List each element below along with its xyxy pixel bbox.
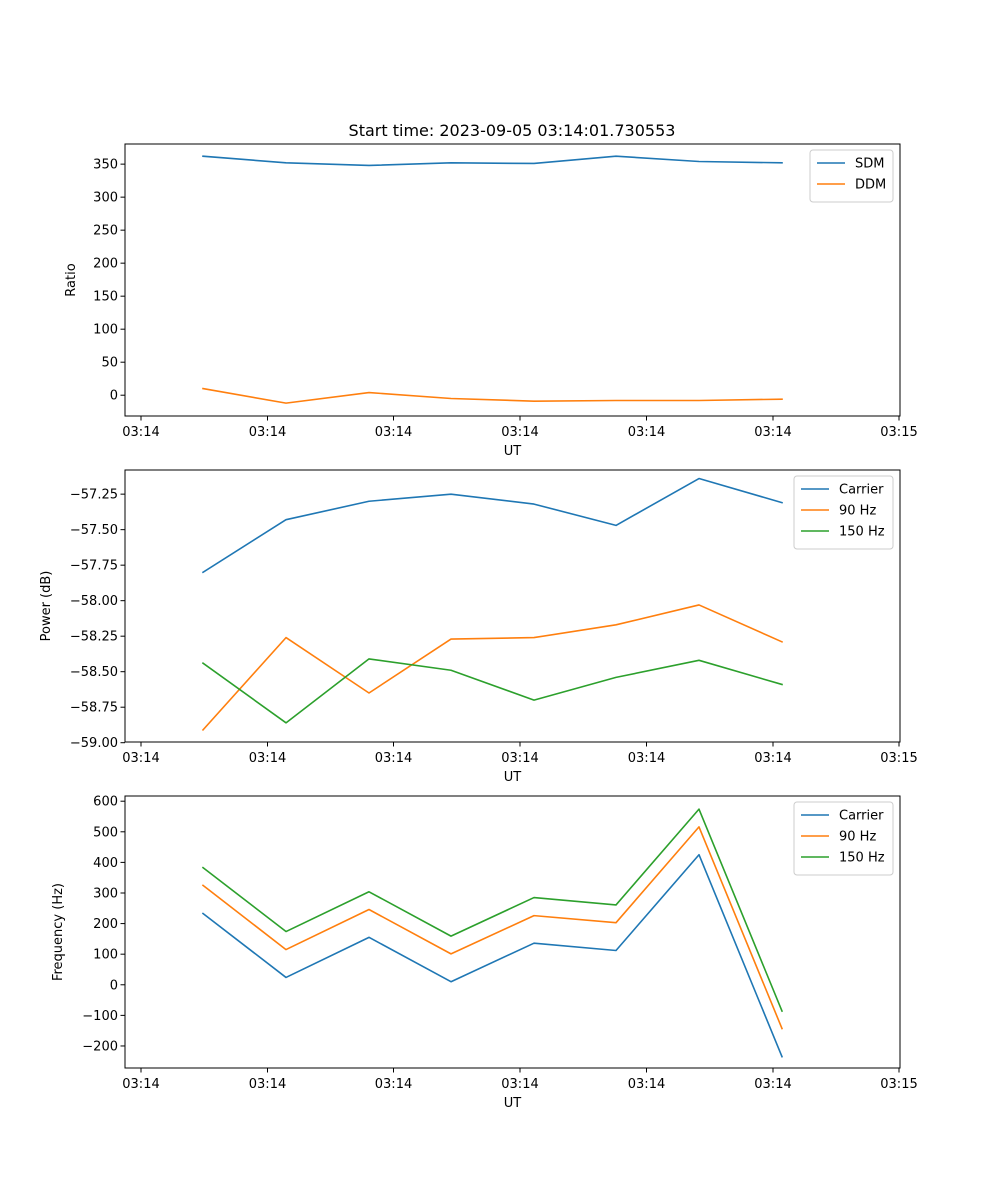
legend-label: 90 Hz: [839, 504, 876, 519]
y-tick-label: 300: [93, 886, 118, 901]
y-tick-label: 300: [93, 191, 118, 206]
x-tick-label: 03:14: [249, 1077, 286, 1092]
legend-label: 150 Hz: [839, 525, 885, 540]
x-tick-label: 03:14: [375, 1077, 412, 1092]
y-tick-label: −57.25: [70, 488, 118, 503]
x-tick-label: 03:14: [375, 751, 412, 766]
series-line-90-hz: [201, 604, 784, 732]
x-tick-label: 03:15: [880, 425, 917, 440]
x-tick-label: 03:14: [375, 425, 412, 440]
x-tick-label: 03:14: [122, 1077, 159, 1092]
y-tick-label: −100: [82, 1009, 118, 1024]
x-tick-label: 03:14: [249, 751, 286, 766]
x-tick-label: 03:14: [754, 1077, 791, 1092]
y-tick-label: −58.50: [70, 665, 118, 680]
x-tick-label: 03:15: [880, 751, 917, 766]
x-tick-label: 03:14: [628, 751, 665, 766]
series-line-90-hz: [201, 826, 784, 1030]
y-tick-label: 250: [93, 224, 118, 239]
legend-label: Carrier: [839, 809, 884, 824]
y-tick-label: 200: [93, 257, 118, 272]
figure-title: Start time: 2023-09-05 03:14:01.730553: [349, 121, 676, 140]
x-tick-label: 03:14: [754, 425, 791, 440]
x-tick-label: 03:14: [122, 751, 159, 766]
legend-label: Carrier: [839, 483, 884, 498]
x-tick-label: 03:14: [122, 425, 159, 440]
x-tick-label: 03:14: [501, 425, 538, 440]
x-tick-label: 03:14: [249, 425, 286, 440]
y-axis-label: Frequency (Hz): [51, 883, 66, 981]
y-tick-label: −58.75: [70, 701, 118, 716]
legend-label: 90 Hz: [839, 830, 876, 845]
y-tick-label: 0: [110, 978, 118, 993]
x-axis-label: UT: [504, 444, 522, 459]
x-tick-label: 03:15: [880, 1077, 917, 1092]
y-tick-label: 50: [101, 356, 118, 371]
x-tick-label: 03:14: [628, 425, 665, 440]
x-axis-label: UT: [504, 1096, 522, 1111]
y-tick-label: 350: [93, 158, 118, 173]
series-line-carrier: [201, 477, 783, 574]
legend-label: SDM: [855, 157, 884, 172]
x-tick-label: 03:14: [754, 751, 791, 766]
x-tick-label: 03:14: [501, 1077, 538, 1092]
x-axis-label: UT: [504, 770, 522, 785]
y-tick-label: 500: [93, 825, 118, 840]
y-tick-label: 200: [93, 917, 118, 932]
y-tick-label: −57.75: [70, 559, 118, 574]
y-tick-label: 0: [110, 389, 118, 404]
y-axis-label: Power (dB): [39, 571, 54, 642]
series-line-150-hz: [201, 808, 784, 1013]
axes-frame: [124, 469, 901, 743]
y-tick-label: 100: [93, 948, 118, 963]
y-tick-label: −58.00: [70, 594, 118, 609]
legend-label: 150 Hz: [839, 851, 885, 866]
series-line-sdm: [202, 155, 783, 167]
y-tick-label: −57.50: [70, 523, 118, 538]
y-tick-label: −59.00: [70, 736, 118, 751]
y-tick-label: 100: [93, 323, 118, 338]
y-tick-label: −200: [82, 1039, 118, 1054]
series-line-ddm: [202, 387, 783, 404]
y-tick-label: −58.25: [70, 630, 118, 645]
axes-frame: [124, 795, 901, 1069]
x-tick-label: 03:14: [628, 1077, 665, 1092]
x-tick-label: 03:14: [501, 751, 538, 766]
y-axis-label: Ratio: [64, 263, 79, 296]
y-tick-label: 600: [93, 795, 118, 810]
legend-label: DDM: [855, 178, 886, 193]
y-tick-label: 150: [93, 290, 118, 305]
series-line-carrier: [201, 853, 784, 1058]
axes-frame: [124, 143, 901, 417]
series-line-150-hz: [201, 658, 783, 724]
y-tick-label: 400: [93, 856, 118, 871]
